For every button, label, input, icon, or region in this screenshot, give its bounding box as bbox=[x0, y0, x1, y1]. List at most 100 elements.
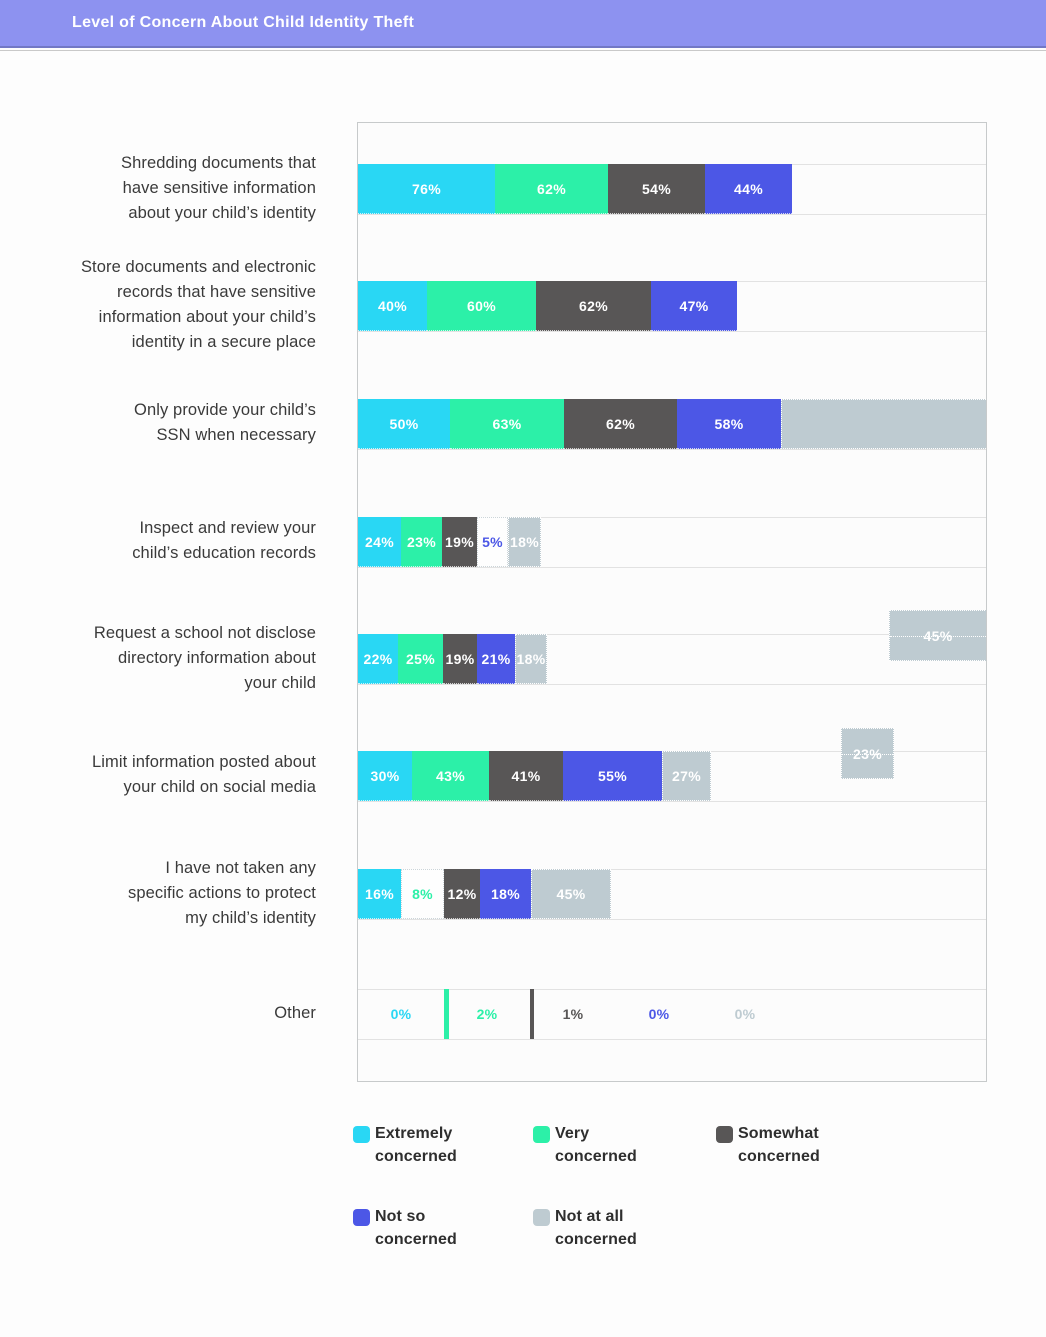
bar-row: 16% 8% 12% 18% 45% bbox=[358, 869, 611, 919]
legend-item: Extremely concerned bbox=[353, 1122, 533, 1168]
bar-row: 0% 2% 1% 0% 0% bbox=[358, 989, 788, 1039]
segment-value-label: 23% bbox=[407, 533, 436, 550]
bar-segment: 62% bbox=[495, 164, 608, 214]
bar-segment: 41% bbox=[489, 751, 563, 801]
category-label: Only provide your child’s SSN when neces… bbox=[134, 401, 316, 444]
bar-row: 40% 60% 62% 47% bbox=[358, 281, 737, 331]
bar-segment-sliver bbox=[444, 989, 449, 1039]
legend-swatch bbox=[533, 1209, 550, 1226]
legend-label: Very concerned bbox=[555, 1125, 637, 1165]
gridline bbox=[358, 869, 986, 870]
legend-item: Not at all concerned bbox=[533, 1205, 716, 1251]
bar-segment: 19% bbox=[442, 517, 477, 567]
legend-swatch bbox=[716, 1126, 733, 1143]
category-axis-labels: Shredding documents that have sensitive … bbox=[0, 0, 316, 1100]
bar-segment: 44% bbox=[705, 164, 792, 214]
segment-value-label: 2% bbox=[476, 1006, 498, 1022]
segment-value-label: 5% bbox=[482, 534, 503, 550]
category-label: Request a school not disclose directory … bbox=[93, 623, 316, 692]
bar-segment: 8% bbox=[401, 869, 444, 919]
segment-value-label: 0% bbox=[648, 1006, 670, 1022]
segment-value-label: 41% bbox=[511, 767, 541, 784]
bar-row: 24% 23% 19% 5% 18% bbox=[358, 517, 541, 567]
segment-value-label: 21% bbox=[481, 650, 511, 667]
segment-value-label: 50% bbox=[389, 415, 419, 432]
gridline bbox=[358, 214, 986, 215]
bar-segment: 18% bbox=[515, 634, 547, 684]
bar-segment: 18% bbox=[480, 869, 531, 919]
segment-value-label: 19% bbox=[445, 533, 474, 550]
bar-segment: 21% bbox=[477, 634, 515, 684]
legend-item: Very concerned bbox=[533, 1122, 716, 1168]
category-label: Inspect and review your child’s educatio… bbox=[132, 519, 316, 562]
segment-value-label: 76% bbox=[412, 180, 441, 197]
segment-value-label: 30% bbox=[370, 767, 400, 784]
bar-segment: 25% bbox=[398, 634, 443, 684]
segment-value-label: 40% bbox=[378, 297, 407, 314]
legend-label: Not at all concerned bbox=[555, 1208, 637, 1248]
plot-area: 76% 62% 54% 44% 40% 60% 62% 47% 50% 63% 62% 58% 24% 2… bbox=[357, 122, 987, 1082]
segment-value-label: 54% bbox=[642, 180, 671, 197]
bar-segment: 63% bbox=[450, 399, 564, 449]
gridline bbox=[358, 1039, 986, 1040]
legend-item: Not so concerned bbox=[353, 1205, 533, 1251]
gridline bbox=[358, 989, 986, 990]
bar-segment: 19% bbox=[443, 634, 477, 684]
bar-segment: 54% bbox=[608, 164, 705, 214]
bar-segment bbox=[781, 399, 986, 449]
segment-value-label: 18% bbox=[510, 534, 539, 550]
bar-segment: 0% bbox=[358, 989, 444, 1039]
bar-segment: 5% bbox=[477, 517, 508, 567]
segment-value-label: 27% bbox=[672, 768, 701, 784]
segment-value-label: 45% bbox=[556, 886, 586, 902]
bar-segment: 1% bbox=[530, 989, 616, 1039]
legend-swatch bbox=[353, 1209, 370, 1226]
bar-segment: 2% bbox=[444, 989, 530, 1039]
segment-value-label: 55% bbox=[598, 767, 627, 784]
legend-label: Extremely concerned bbox=[375, 1125, 457, 1165]
bar-segment: 24% bbox=[358, 517, 401, 567]
segment-value-label: 43% bbox=[436, 767, 465, 784]
segment-value-label: 62% bbox=[537, 180, 566, 197]
segment-value-label: 24% bbox=[365, 533, 394, 550]
bar-segment: 22% bbox=[358, 634, 398, 684]
bar-segment: 55% bbox=[563, 751, 662, 801]
gridline bbox=[358, 684, 986, 685]
segment-value-label: 62% bbox=[606, 415, 635, 432]
bar-segment-sliver bbox=[530, 989, 534, 1039]
bar-segment: 23% bbox=[401, 517, 442, 567]
bar-segment: 58% bbox=[677, 399, 781, 449]
category-label: Store documents and electronic records t… bbox=[80, 258, 316, 351]
gridline bbox=[358, 517, 986, 518]
legend-label: Not so concerned bbox=[375, 1208, 457, 1248]
segment-value-label: 60% bbox=[467, 297, 496, 314]
segment-value-label: 0% bbox=[390, 1006, 412, 1022]
segment-value-label: 63% bbox=[492, 415, 522, 432]
category-label: Shredding documents that have sensitive … bbox=[120, 153, 316, 222]
bar-segment: 27% bbox=[662, 751, 711, 801]
segment-value-label: 8% bbox=[412, 886, 433, 902]
bar-segment: 60% bbox=[427, 281, 536, 331]
category-label: Other bbox=[274, 1003, 316, 1022]
category-label: I have not taken any specific actions to… bbox=[128, 858, 316, 927]
legend-swatch bbox=[533, 1126, 550, 1143]
gridline bbox=[358, 919, 986, 920]
bar-segment: 76% bbox=[358, 164, 495, 214]
bar-segment: 50% bbox=[358, 399, 450, 449]
header-divider bbox=[0, 50, 1046, 51]
segment-value-label: 0% bbox=[734, 1006, 756, 1022]
bar-segment: 0% bbox=[616, 989, 702, 1039]
legend-swatch bbox=[353, 1126, 370, 1143]
bar-row: 50% 63% 62% 58% bbox=[358, 399, 986, 449]
bar-segment: 47% bbox=[651, 281, 737, 331]
detached-gray-segment: 45% bbox=[889, 610, 986, 661]
segment-value-label: 12% bbox=[447, 885, 477, 902]
bar-segment: 12% bbox=[444, 869, 480, 919]
chart-title: Level of Concern About Child Identity Th… bbox=[72, 14, 415, 31]
bar-segment: 16% bbox=[358, 869, 401, 919]
segment-value-label: 19% bbox=[445, 650, 475, 667]
gridline bbox=[358, 567, 986, 568]
segment-value-label: 18% bbox=[516, 651, 546, 667]
bar-segment: 62% bbox=[536, 281, 651, 331]
category-label: Limit information posted about your chil… bbox=[91, 753, 316, 796]
